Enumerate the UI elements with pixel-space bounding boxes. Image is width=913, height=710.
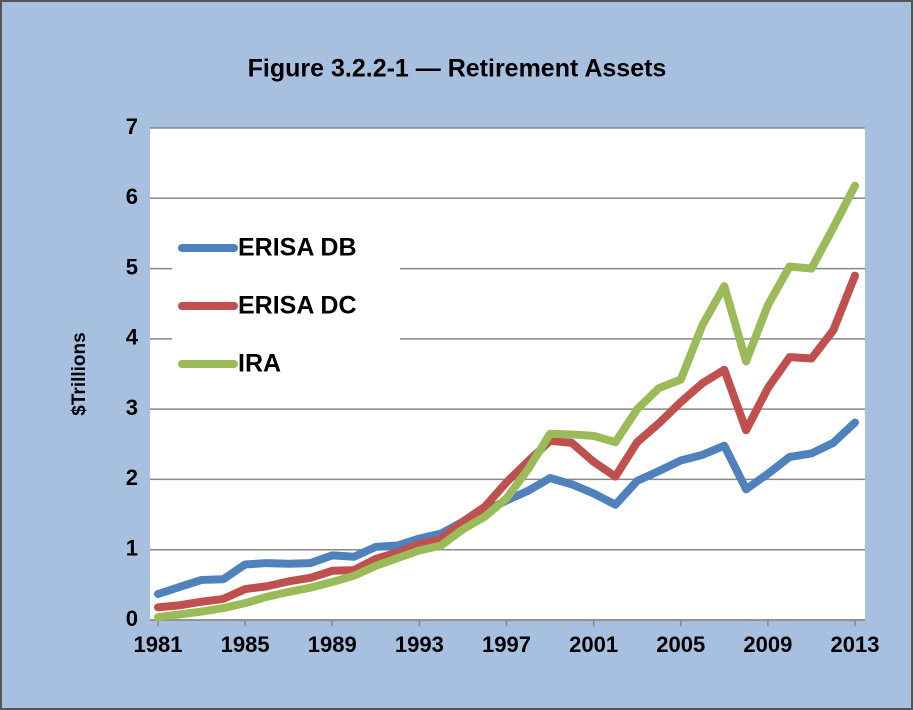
legend-label: ERISA DC bbox=[238, 292, 357, 320]
series-line bbox=[154, 271, 859, 612]
x-tick-label: 1989 bbox=[308, 632, 357, 657]
x-tick-label: 1981 bbox=[134, 632, 183, 657]
legend-label: IRA bbox=[238, 350, 281, 378]
x-tick-label: 1993 bbox=[395, 632, 444, 657]
chart-title: Figure 3.2.2-1 — Retirement Assets bbox=[248, 55, 667, 83]
x-tick-label: 2013 bbox=[831, 632, 880, 657]
y-tick-label: 7 bbox=[126, 114, 138, 139]
y-tick-label: 6 bbox=[126, 184, 138, 209]
y-tick-label: 3 bbox=[126, 395, 138, 420]
y-axis-label: $Trillions bbox=[69, 332, 90, 415]
y-tick-label: 1 bbox=[126, 536, 138, 561]
x-tick-label: 1997 bbox=[482, 632, 531, 657]
x-tick-label: 2001 bbox=[569, 632, 618, 657]
x-tick-label: 2005 bbox=[656, 632, 705, 657]
x-tick-label: 1985 bbox=[221, 632, 270, 657]
series-line bbox=[154, 181, 859, 622]
y-tick-label: 4 bbox=[126, 325, 139, 350]
y-tick-label: 5 bbox=[126, 254, 138, 279]
y-tick-label: 2 bbox=[126, 465, 138, 490]
y-tick-label: 0 bbox=[126, 606, 138, 631]
legend-label: ERISA DB bbox=[238, 234, 357, 262]
x-tick-label: 2009 bbox=[743, 632, 792, 657]
